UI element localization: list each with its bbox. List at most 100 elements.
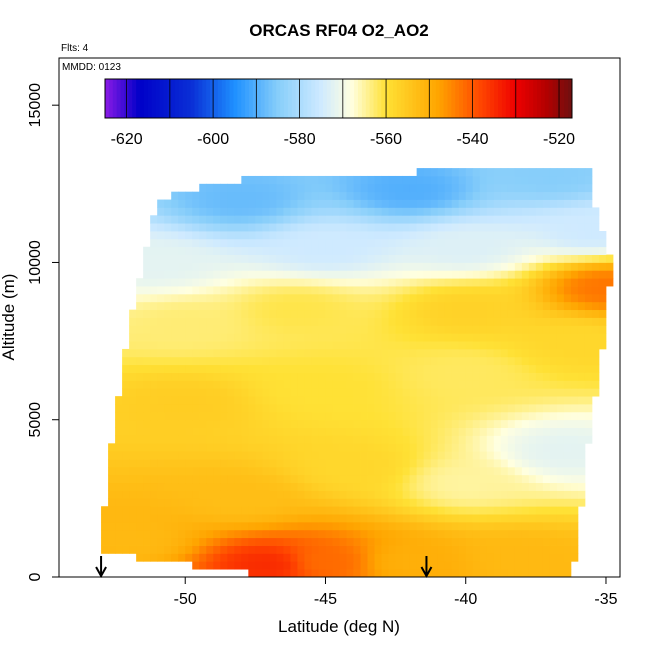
field-cell <box>381 278 389 287</box>
field-cell <box>304 238 312 248</box>
field-cell <box>374 246 382 255</box>
field-cell <box>486 553 495 562</box>
field-cell <box>556 451 565 460</box>
field-cell <box>199 270 207 279</box>
field-cell <box>402 482 411 491</box>
field-cell <box>423 521 432 531</box>
field-cell <box>241 419 249 428</box>
field-cell <box>493 411 502 421</box>
field-cell <box>535 238 544 248</box>
field-cell <box>227 333 235 342</box>
field-cell <box>423 372 432 381</box>
field-cell <box>542 254 551 263</box>
field-cell <box>395 341 404 350</box>
field-cell <box>157 482 165 491</box>
field-cell <box>185 207 193 216</box>
field-cell <box>311 482 319 491</box>
field-cell <box>465 348 474 358</box>
field-cell <box>157 199 165 208</box>
field-cell <box>549 191 558 200</box>
field-cell <box>388 301 396 311</box>
field-cell <box>360 309 368 318</box>
field-cell <box>248 223 256 232</box>
field-cell <box>227 435 235 444</box>
field-cell <box>395 435 404 444</box>
colorbar-segment <box>369 79 375 118</box>
field-cell <box>570 262 579 271</box>
field-cell <box>465 498 474 507</box>
field-cell <box>444 191 453 200</box>
field-cell <box>283 498 291 507</box>
field-cell <box>521 278 530 287</box>
field-cell <box>556 443 565 452</box>
field-cell <box>402 325 411 334</box>
field-cell <box>248 183 256 193</box>
field-cell <box>206 435 214 444</box>
field-cell <box>409 466 418 476</box>
field-cell <box>577 356 586 366</box>
field-cell <box>185 301 193 311</box>
field-cell <box>318 325 326 334</box>
field-cell <box>451 537 460 546</box>
field-cell <box>269 459 277 468</box>
field-cell <box>311 199 319 208</box>
field-cell <box>444 270 453 279</box>
field-cell <box>213 333 221 342</box>
field-cell <box>157 333 165 342</box>
field-cell <box>472 215 481 224</box>
field-cell <box>430 411 439 421</box>
field-cell <box>570 199 579 208</box>
field-cell <box>388 459 396 468</box>
field-cell <box>122 380 130 389</box>
field-cell <box>402 356 411 366</box>
field-cell <box>563 278 572 287</box>
field-cell <box>570 404 579 413</box>
field-cell <box>514 317 523 326</box>
colorbar-segment <box>287 79 293 118</box>
field-cell <box>395 545 404 554</box>
field-cell <box>325 325 333 334</box>
field-cell <box>262 396 270 405</box>
field-cell <box>577 427 586 436</box>
field-cell <box>374 482 382 491</box>
field-cell <box>220 451 228 460</box>
field-cell <box>381 215 389 224</box>
field-cell <box>423 451 432 460</box>
field-cell <box>479 443 488 452</box>
field-cell <box>528 364 537 373</box>
field-cell <box>346 459 354 468</box>
field-cell <box>360 199 368 208</box>
field-cell <box>220 317 228 326</box>
field-cell <box>500 325 509 334</box>
field-cell <box>367 561 375 570</box>
field-cell <box>164 309 172 318</box>
field-cell <box>108 498 116 507</box>
field-cell <box>367 506 375 515</box>
field-cell <box>409 380 418 389</box>
field-cell <box>353 537 361 546</box>
field-cell <box>129 529 137 539</box>
field-cell <box>402 411 411 421</box>
field-cell <box>332 459 340 468</box>
field-cell <box>528 529 537 539</box>
field-cell <box>493 199 502 208</box>
field-cell <box>591 293 600 303</box>
field-cell <box>577 175 586 185</box>
field-cell <box>451 521 460 531</box>
field-cell <box>353 498 361 507</box>
field-cell <box>430 514 439 523</box>
field-cell <box>381 451 389 460</box>
field-cell <box>465 419 474 428</box>
field-cell <box>514 309 523 318</box>
field-cell <box>507 262 516 271</box>
field-cell <box>416 514 425 523</box>
field-cell <box>241 427 249 436</box>
field-cell <box>465 262 474 271</box>
field-cell <box>129 482 137 491</box>
field-cell <box>150 529 158 539</box>
field-cell <box>430 317 439 326</box>
field-cell <box>241 231 249 240</box>
field-cell <box>276 246 284 255</box>
field-cell <box>171 301 179 311</box>
field-cell <box>234 238 242 248</box>
